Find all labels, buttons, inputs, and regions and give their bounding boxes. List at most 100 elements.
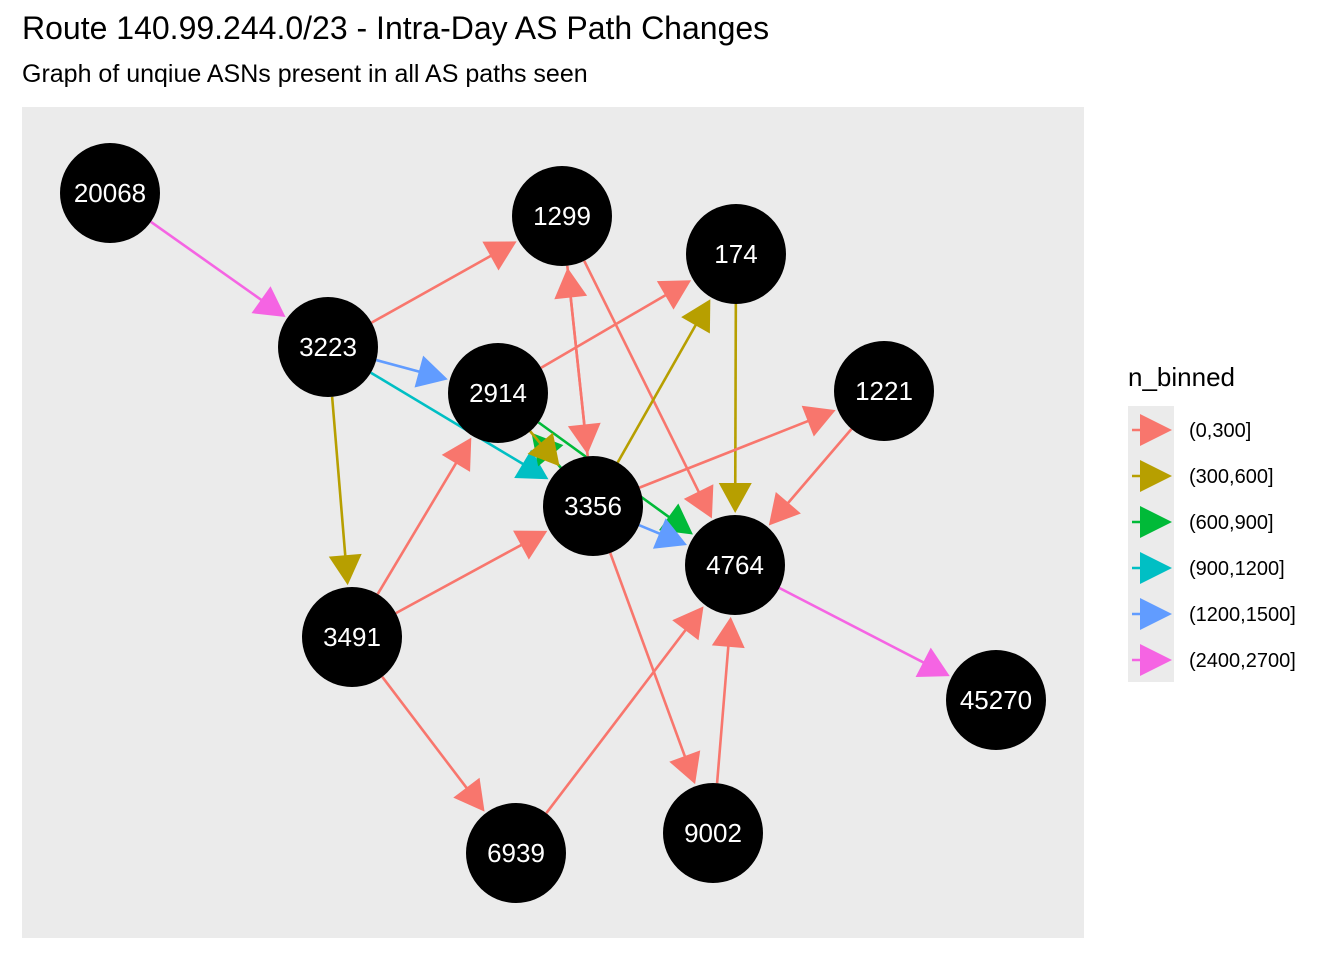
edge-line — [540, 291, 672, 369]
node-circle — [302, 587, 402, 687]
edge-3223-1299 — [370, 241, 517, 324]
edge-line — [778, 586, 930, 667]
edge-line — [376, 457, 461, 595]
edge-arrowhead — [482, 241, 517, 271]
edge-line — [783, 428, 853, 509]
edge-arrowhead — [251, 286, 286, 317]
node-3356: 3356 — [543, 456, 643, 556]
node-label: 20068 — [74, 178, 146, 208]
edge-arrowhead — [672, 606, 704, 641]
edge-line — [583, 260, 703, 498]
edge-1299-3356 — [566, 265, 601, 455]
legend-item: (1200,1500] — [1132, 598, 1296, 630]
node-circle — [663, 783, 763, 883]
legend-label: (300,600] — [1189, 466, 1274, 488]
edge-arrowhead — [681, 299, 711, 334]
node-label: 3491 — [323, 622, 381, 652]
edge-arrowhead — [414, 355, 448, 388]
node-4764: 4764 — [685, 515, 785, 615]
node-circle — [448, 343, 548, 443]
nodes-layer: 20068 1299 174 3223 2914 1221 3356 4764 3491 4527… — [60, 143, 1046, 903]
edge-line — [395, 541, 527, 615]
edge-arrowhead — [669, 750, 701, 785]
edge-arrowhead — [718, 482, 752, 514]
node-circle — [834, 341, 934, 441]
edge-9002-4764 — [711, 616, 745, 784]
edge-4764-45270 — [778, 586, 950, 677]
edge-174-4764 — [718, 303, 752, 514]
edge-line — [545, 624, 691, 814]
edge-line — [715, 640, 731, 784]
edge-arrowhead — [768, 491, 801, 526]
legend-label: (1200,1500] — [1189, 604, 1296, 626]
edge-arrowhead — [513, 530, 548, 560]
edge-3356-1221 — [639, 405, 836, 489]
edges-layer — [150, 220, 950, 814]
legend-item: (600,900] — [1132, 506, 1274, 538]
legend-label: (2400,2700] — [1189, 650, 1296, 672]
node-circle — [512, 166, 612, 266]
edge-3491-2914 — [376, 437, 472, 595]
legend-label: (600,900] — [1189, 512, 1274, 534]
node-3491: 3491 — [302, 587, 402, 687]
node-circle — [278, 297, 378, 397]
node-label: 1221 — [855, 376, 913, 406]
chart-title: Route 140.99.244.0/23 - Intra-Day AS Pat… — [22, 10, 770, 46]
node-circle — [60, 143, 160, 243]
legend-title: n_binned — [1128, 362, 1235, 392]
node-9002: 9002 — [663, 783, 763, 883]
edge-arrowhead — [801, 405, 836, 437]
node-label: 3223 — [299, 332, 357, 362]
edge-2914-174 — [540, 280, 692, 369]
edge-arrowhead — [554, 267, 588, 300]
node-label: 4764 — [706, 550, 764, 580]
edge-3223-3356 — [370, 371, 549, 480]
edge-arrowhead — [711, 616, 745, 649]
legend-key-arrow — [1140, 460, 1172, 492]
legend-key-arrow — [1140, 552, 1172, 584]
legend-layer: (0,300] (300,600] (600,900] (900,1200] (1200… — [1132, 414, 1296, 676]
edge-line — [381, 676, 472, 794]
node-label: 174 — [714, 239, 757, 269]
edge-20068-3223 — [150, 220, 286, 317]
edge-line — [616, 319, 700, 464]
node-circle — [686, 204, 786, 304]
edge-arrowhead — [683, 484, 714, 519]
legend-label: (0,300] — [1189, 420, 1251, 442]
chart-subtitle: Graph of unqiue ASNs present in all AS p… — [22, 60, 588, 88]
edge-arrowhead — [567, 422, 601, 455]
node-circle — [685, 515, 785, 615]
legend-key-arrow — [1140, 598, 1172, 630]
edge-line — [375, 358, 425, 375]
edge-arrowhead — [656, 280, 692, 310]
edge-line — [639, 417, 814, 489]
edge-1299-4764 — [583, 260, 714, 519]
edge-arrowhead — [527, 432, 560, 467]
node-1221: 1221 — [834, 341, 934, 441]
node-label: 6939 — [487, 838, 545, 868]
edge-arrowhead — [514, 449, 549, 480]
legend-label: (900,1200] — [1189, 558, 1285, 580]
edge-1221-4764 — [768, 428, 853, 526]
edge-3223-3491 — [328, 396, 362, 586]
legend-item: (2400,2700] — [1132, 644, 1296, 676]
edge-3356-174 — [616, 299, 711, 464]
edge-line — [330, 396, 348, 562]
legend-item: (0,300] — [1132, 414, 1251, 446]
edge-arrowhead — [652, 518, 687, 549]
edge-3491-6939 — [381, 676, 485, 812]
node-20068: 20068 — [60, 143, 160, 243]
legend-item: (300,600] — [1132, 460, 1274, 492]
node-circle — [543, 456, 643, 556]
edge-3491-3356 — [395, 530, 548, 615]
node-label: 1299 — [533, 201, 591, 231]
edge-line — [733, 303, 738, 490]
node-2914: 2914 — [448, 343, 548, 443]
legend-key-background — [1128, 406, 1174, 682]
edge-line — [370, 251, 497, 324]
legend-key-arrow — [1140, 644, 1172, 676]
node-circle — [466, 803, 566, 903]
node-label: 45270 — [960, 685, 1032, 715]
legend-item: (900,1200] — [1132, 552, 1285, 584]
